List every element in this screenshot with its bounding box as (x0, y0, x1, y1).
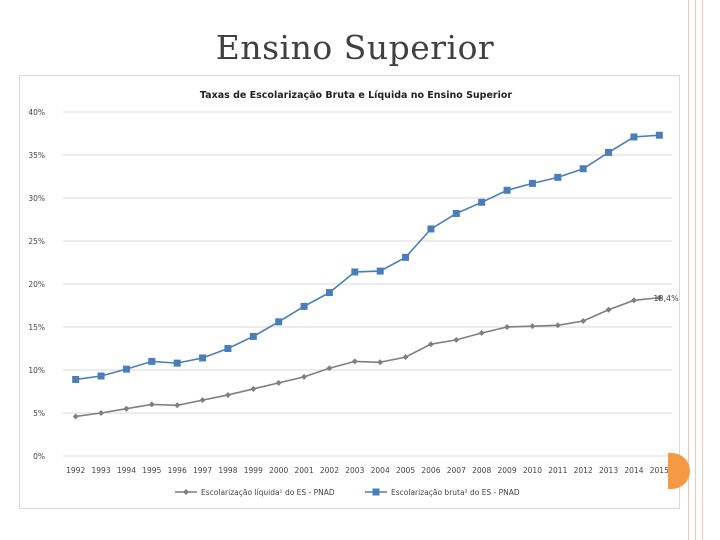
x-tick-label: 2011 (548, 466, 567, 475)
data-point-diamond (402, 354, 409, 361)
x-tick-label: 1993 (92, 466, 111, 475)
y-tick-label: 15% (28, 323, 45, 332)
data-label: 18,4% (653, 294, 679, 303)
data-point-square (249, 332, 257, 340)
x-tick-label: 2005 (396, 466, 415, 475)
line-chart: Taxas de Escolarização Bruta e Líquida n… (28, 90, 679, 497)
x-tick-label: 1994 (117, 466, 136, 475)
x-tick-label: 2013 (599, 466, 618, 475)
data-point-diamond (656, 294, 663, 301)
data-point-square (72, 375, 80, 383)
data-point-square (402, 253, 410, 261)
data-point-diamond (605, 306, 612, 313)
data-point-diamond (174, 402, 181, 409)
chart-container: Taxas de Escolarização Bruta e Líquida n… (19, 75, 680, 509)
data-point-diamond (630, 297, 637, 304)
data-point-diamond (326, 365, 333, 372)
data-point-square (605, 148, 613, 156)
y-tick-label: 25% (28, 237, 45, 246)
x-tick-label: 2007 (447, 466, 466, 475)
y-tick-label: 35% (28, 151, 45, 160)
x-tick-label: 2006 (421, 466, 440, 475)
accent-circle-decoration (668, 453, 690, 489)
x-tick-label: 2014 (624, 466, 643, 475)
legend-marker-diamond (183, 489, 189, 495)
x-tick-label: 1996 (168, 466, 187, 475)
x-tick-label: 2000 (269, 466, 288, 475)
x-tick-label: 1998 (218, 466, 237, 475)
x-tick-label: 1999 (244, 466, 263, 475)
data-point-square (275, 318, 283, 326)
series-line (75, 134, 660, 381)
data-point-square (554, 173, 562, 181)
frame-line (702, 0, 703, 540)
x-tick-label: 1997 (193, 466, 212, 475)
y-tick-label: 20% (28, 280, 45, 289)
data-point-square (528, 179, 536, 187)
data-point-diamond (351, 358, 358, 365)
x-tick-label: 2003 (345, 466, 364, 475)
data-point-diamond (377, 359, 384, 366)
data-point-square (503, 186, 511, 194)
frame-line (688, 0, 689, 540)
data-point-square (579, 165, 587, 173)
data-point-diamond (250, 385, 257, 392)
x-tick-label: 2009 (498, 466, 517, 475)
chart-title: Taxas de Escolarização Bruta e Líquida n… (200, 90, 512, 101)
data-point-diamond (275, 379, 282, 386)
data-point-diamond (199, 397, 206, 404)
data-point-diamond (478, 330, 485, 337)
data-point-square (325, 289, 333, 297)
data-point-diamond (453, 336, 460, 343)
data-point-square (630, 133, 638, 141)
data-point-square (224, 345, 232, 352)
y-tick-label: 0% (33, 452, 45, 461)
y-tick-label: 30% (28, 194, 45, 203)
data-point-diamond (148, 401, 155, 408)
x-tick-label: 2010 (523, 466, 542, 475)
x-tick-label: 2012 (574, 466, 593, 475)
data-point-square (173, 359, 181, 367)
data-point-square (376, 267, 384, 275)
data-point-square (148, 357, 156, 365)
legend-marker-square (372, 488, 380, 496)
y-tick-label: 40% (28, 108, 45, 117)
frame-line (695, 0, 696, 540)
legend-entry: Escolarização bruta² do ES - PNAD (391, 488, 520, 497)
data-point-square (351, 268, 359, 276)
slide-title: Ensino Superior (215, 28, 495, 67)
data-point-diamond (580, 317, 587, 324)
data-point-square (97, 372, 105, 380)
data-point-diamond (224, 391, 231, 398)
series-line (75, 296, 660, 418)
data-point-square (300, 302, 308, 310)
data-point-diamond (301, 373, 308, 380)
data-point-square (452, 209, 460, 217)
data-point-diamond (529, 323, 536, 330)
x-tick-label: 1992 (66, 466, 85, 475)
slide-frame-decoration (682, 0, 720, 540)
data-point-diamond (123, 405, 130, 412)
data-point-square (478, 198, 486, 206)
x-tick-label: 1995 (142, 466, 161, 475)
data-point-square (199, 354, 207, 362)
data-point-diamond (554, 322, 561, 329)
data-point-square (122, 365, 130, 373)
legend-entry: Escolarização líquida¹ do ES - PNAD (201, 488, 335, 497)
data-point-diamond (72, 413, 79, 420)
y-tick-label: 10% (28, 366, 45, 375)
data-point-diamond (504, 324, 511, 330)
data-point-square (427, 225, 435, 233)
x-tick-label: 2008 (472, 466, 491, 475)
data-point-square (655, 131, 663, 139)
x-tick-label: 2015 (650, 466, 669, 475)
x-tick-label: 2004 (371, 466, 390, 475)
x-tick-label: 2001 (295, 466, 314, 475)
data-point-diamond (98, 410, 105, 416)
data-point-diamond (427, 341, 434, 348)
x-tick-label: 2002 (320, 466, 339, 475)
y-tick-label: 5% (33, 409, 45, 418)
